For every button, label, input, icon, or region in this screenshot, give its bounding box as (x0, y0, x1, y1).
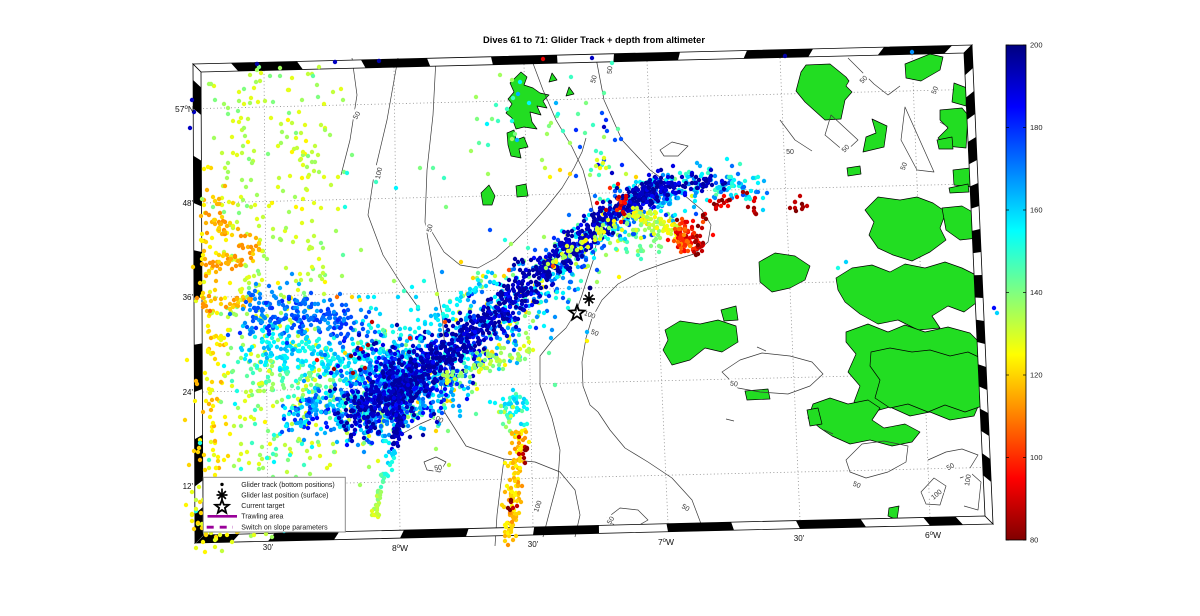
svg-text:50: 50 (607, 66, 615, 74)
svg-text:50: 50 (729, 380, 738, 388)
svg-text:50: 50 (426, 224, 434, 233)
svg-text:50: 50 (946, 462, 956, 472)
svg-text:50: 50 (852, 481, 862, 490)
svg-text:50: 50 (859, 75, 870, 86)
svg-text:50: 50 (434, 464, 443, 472)
svg-text:50: 50 (931, 86, 940, 96)
svg-text:50: 50 (352, 111, 362, 121)
svg-text:100: 100 (431, 414, 445, 425)
svg-text:50: 50 (590, 329, 600, 338)
svg-text:100: 100 (964, 474, 973, 487)
svg-text:50: 50 (786, 149, 794, 156)
svg-text:100: 100 (375, 167, 384, 180)
svg-text:50: 50 (606, 516, 616, 526)
svg-text:50: 50 (900, 162, 909, 172)
svg-text:50: 50 (841, 144, 852, 155)
svg-text:50: 50 (680, 503, 690, 513)
svg-text:100: 100 (583, 310, 596, 321)
svg-text:100: 100 (533, 500, 544, 513)
svg-text:100: 100 (632, 181, 646, 193)
svg-text:50: 50 (590, 75, 599, 84)
